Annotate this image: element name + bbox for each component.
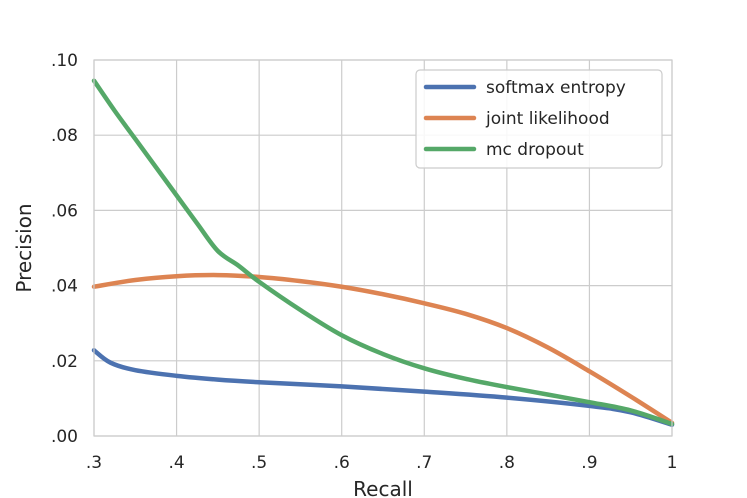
legend: softmax entropy joint likelihood mc dropou… bbox=[415, 69, 663, 169]
plot-frame bbox=[93, 59, 673, 437]
legend-box bbox=[415, 69, 663, 169]
x-tick-labels: .3 .4 .5 .6 .7 .8 .9 1 bbox=[86, 453, 678, 473]
legend-label-joint-likelihood: joint likelihood bbox=[485, 109, 610, 129]
series-line-mc-dropout bbox=[91, 78, 675, 427]
legend-label-mc-dropout: mc dropout bbox=[486, 140, 584, 160]
y-tick-label: .04 bbox=[51, 277, 78, 297]
x-axis-label: Recall bbox=[353, 477, 413, 498]
x-tick-label: .9 bbox=[581, 453, 597, 473]
x-tick-label: .5 bbox=[251, 453, 267, 473]
y-tick-label: .00 bbox=[51, 427, 78, 447]
series-line-softmax-entropy bbox=[91, 348, 675, 427]
y-axis-label: Precision bbox=[12, 203, 36, 292]
x-tick-label: .6 bbox=[334, 453, 350, 473]
y-tick-label: .06 bbox=[51, 201, 78, 221]
legend-label-softmax-entropy: softmax entropy bbox=[486, 78, 626, 98]
series-layer bbox=[91, 78, 675, 427]
y-tick-label: .02 bbox=[51, 352, 78, 372]
y-tick-labels: .00 .02 .04 .06 .08 .10 bbox=[51, 51, 78, 447]
y-tick-label: .10 bbox=[51, 51, 78, 71]
x-tick-label: .4 bbox=[168, 453, 184, 473]
series-line-joint-likelihood bbox=[91, 272, 675, 426]
x-tick-label: .3 bbox=[86, 453, 102, 473]
x-tick-label: 1 bbox=[667, 453, 678, 473]
y-tick-label: .08 bbox=[51, 126, 78, 146]
x-tick-label: .8 bbox=[499, 453, 515, 473]
x-tick-label: .7 bbox=[416, 453, 432, 473]
